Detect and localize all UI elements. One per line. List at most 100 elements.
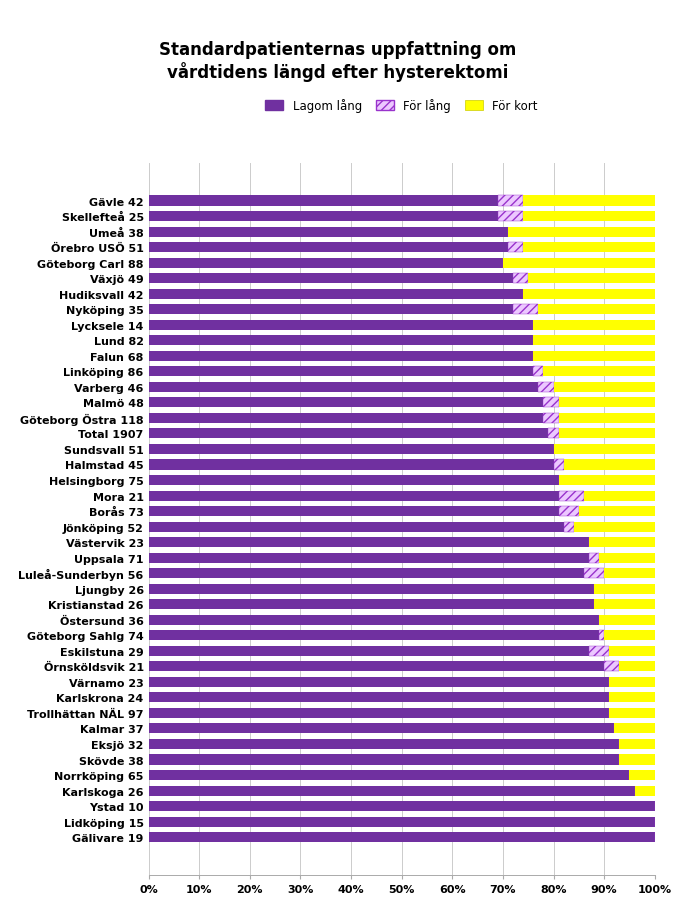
Bar [584, 491, 655, 501]
Bar [148, 491, 559, 501]
Bar [523, 196, 655, 207]
Bar [523, 211, 655, 222]
Bar [508, 228, 655, 238]
Bar [148, 615, 599, 625]
Legend: Lagom lång, För lång, För kort: Lagom lång, För lång, För kort [265, 98, 538, 113]
Bar [148, 274, 513, 284]
Bar [497, 196, 523, 207]
Bar [528, 274, 655, 284]
Bar [148, 367, 533, 377]
Bar [148, 770, 629, 780]
Bar [539, 383, 553, 393]
Bar [559, 476, 655, 486]
Bar [599, 553, 655, 563]
Bar [574, 522, 655, 532]
Bar [564, 522, 574, 532]
Bar [148, 661, 604, 671]
Bar [148, 801, 655, 811]
Bar [609, 692, 655, 702]
Bar [148, 211, 497, 222]
Bar [533, 367, 543, 377]
Bar [148, 708, 609, 718]
Bar [148, 243, 508, 253]
Bar [559, 429, 655, 439]
Bar [620, 754, 655, 764]
Bar [148, 259, 503, 269]
Bar [148, 290, 523, 300]
Bar [148, 599, 594, 609]
Bar [148, 553, 589, 563]
Bar [543, 414, 559, 424]
Bar [148, 507, 559, 517]
Bar [604, 630, 655, 640]
Bar [589, 537, 655, 548]
Bar [609, 708, 655, 718]
Bar [604, 568, 655, 578]
Bar [554, 445, 655, 455]
Bar [513, 305, 539, 315]
Bar [589, 646, 609, 656]
Bar [548, 429, 559, 439]
Bar [539, 305, 655, 315]
Bar [554, 383, 655, 393]
Bar [148, 476, 559, 486]
Bar [523, 243, 655, 253]
Bar [604, 661, 620, 671]
Bar [589, 553, 599, 563]
Bar [148, 414, 543, 424]
Bar [594, 584, 655, 594]
Bar [508, 243, 523, 253]
Bar [148, 832, 655, 843]
Bar [543, 367, 655, 377]
Bar [559, 414, 655, 424]
Bar [148, 336, 533, 346]
Bar [513, 274, 528, 284]
Bar [148, 537, 589, 548]
Text: Standardpatienternas uppfattning om
vårdtidens längd efter hysterektomi: Standardpatienternas uppfattning om vård… [159, 41, 516, 82]
Bar [609, 677, 655, 687]
Bar [614, 723, 655, 733]
Bar [533, 321, 655, 331]
Bar [533, 352, 655, 362]
Bar [148, 429, 548, 439]
Bar [533, 336, 655, 346]
Bar [148, 723, 614, 733]
Bar [578, 507, 655, 517]
Bar [148, 228, 508, 238]
Bar [148, 321, 533, 331]
Bar [559, 491, 584, 501]
Bar [148, 584, 594, 594]
Bar [599, 615, 655, 625]
Bar [564, 460, 655, 470]
Bar [620, 661, 655, 671]
Bar [148, 816, 655, 827]
Bar [629, 770, 655, 780]
Bar [148, 352, 533, 362]
Bar [148, 785, 634, 795]
Bar [543, 398, 559, 408]
Bar [594, 599, 655, 609]
Bar [523, 290, 655, 300]
Bar [503, 259, 655, 269]
Bar [148, 568, 584, 578]
Bar [148, 305, 513, 315]
Bar [497, 211, 523, 222]
Bar [620, 739, 655, 749]
Bar [148, 739, 620, 749]
Bar [559, 398, 655, 408]
Bar [609, 646, 655, 656]
Bar [148, 445, 554, 455]
Bar [148, 646, 589, 656]
Bar [148, 383, 539, 393]
Bar [148, 460, 554, 470]
Bar [584, 568, 604, 578]
Bar [148, 754, 620, 764]
Bar [148, 692, 609, 702]
Bar [554, 460, 564, 470]
Bar [148, 677, 609, 687]
Bar [148, 630, 599, 640]
Bar [148, 522, 564, 532]
Bar [559, 507, 578, 517]
Bar [634, 785, 655, 795]
Bar [148, 398, 543, 408]
